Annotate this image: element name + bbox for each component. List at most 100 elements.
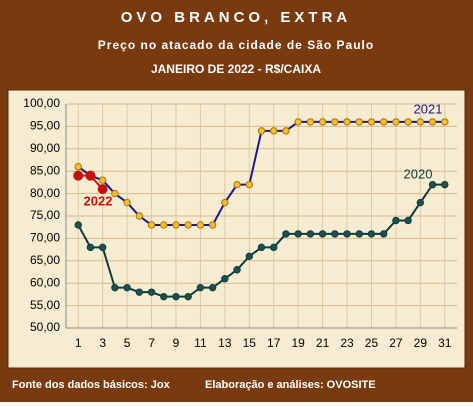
- data-point: [111, 283, 119, 292]
- data-point: [343, 230, 351, 238]
- x-tick-label: 1: [75, 336, 82, 350]
- x-tick-label: 29: [414, 336, 428, 350]
- data-point: [98, 243, 107, 252]
- y-tick-label: 90,00: [30, 141, 60, 155]
- data-point: [306, 118, 315, 126]
- series-label: 2021: [414, 101, 443, 116]
- data-point: [355, 230, 363, 238]
- data-point: [270, 127, 278, 135]
- data-point: [147, 221, 156, 229]
- x-tick-label: 11: [194, 336, 207, 350]
- data-point: [379, 230, 388, 238]
- data-point: [294, 118, 302, 126]
- data-point: [196, 221, 205, 229]
- data-point: [233, 180, 241, 189]
- y-tick-label: 85,00: [30, 163, 60, 177]
- data-point: [428, 118, 437, 126]
- chart-subtitle: Preço no atacado da cidade de São Paulo: [98, 38, 374, 52]
- data-point: [441, 118, 449, 126]
- x-tick-label: 19: [291, 336, 305, 350]
- data-point: [184, 221, 192, 229]
- data-point: [392, 216, 400, 225]
- y-tick-label: 75,00: [30, 208, 60, 222]
- data-point: [416, 118, 425, 126]
- source-note: Fonte dos dados básicos: Jox: [12, 379, 171, 391]
- data-point: [343, 118, 351, 126]
- x-tick-label: 15: [243, 336, 257, 350]
- data-point: [147, 288, 156, 296]
- data-point: [85, 170, 96, 181]
- data-point: [97, 184, 108, 195]
- y-tick-label: 60,00: [30, 275, 60, 289]
- data-point: [160, 292, 168, 301]
- data-point: [111, 189, 119, 198]
- data-point: [257, 127, 266, 135]
- data-point: [404, 216, 412, 225]
- data-point: [221, 198, 229, 207]
- y-tick-label: 100,00: [23, 96, 60, 110]
- data-point: [208, 283, 217, 292]
- data-point: [404, 118, 412, 126]
- data-point: [355, 118, 363, 126]
- data-point: [221, 275, 229, 283]
- y-tick-label: 50,00: [30, 320, 60, 334]
- data-point: [294, 230, 302, 238]
- data-point: [282, 230, 290, 238]
- data-point: [208, 221, 217, 229]
- chart-title: OVO BRANCO, EXTRA: [121, 9, 352, 26]
- data-point: [74, 221, 82, 229]
- y-tick-label: 70,00: [30, 231, 60, 245]
- x-tick-label: 3: [99, 336, 106, 350]
- data-point: [331, 230, 339, 238]
- data-point: [318, 118, 327, 126]
- x-tick-label: 31: [438, 336, 452, 350]
- y-tick-label: 65,00: [30, 253, 60, 267]
- data-point: [172, 292, 180, 301]
- x-tick-label: 21: [316, 336, 330, 350]
- data-point: [184, 292, 192, 301]
- data-point: [135, 212, 144, 220]
- data-point: [74, 163, 82, 171]
- y-tick-label: 55,00: [30, 298, 60, 312]
- data-point: [86, 243, 95, 252]
- x-tick-label: 9: [173, 336, 180, 350]
- data-point: [233, 266, 241, 274]
- data-point: [135, 288, 144, 296]
- data-point: [367, 118, 376, 126]
- data-point: [160, 221, 168, 229]
- chart-period: JANEIRO DE 2022 - R$/CAIXA: [151, 62, 321, 76]
- data-point: [123, 198, 131, 207]
- series-label: 2022: [84, 193, 113, 208]
- data-point: [245, 180, 253, 189]
- data-point: [331, 118, 339, 126]
- y-tick-label: 80,00: [30, 186, 60, 200]
- x-tick-label: 7: [148, 336, 155, 350]
- x-tick-label: 25: [365, 336, 379, 350]
- x-tick-label: 5: [124, 336, 131, 350]
- data-point: [392, 118, 400, 126]
- data-point: [367, 230, 376, 238]
- x-tick-label: 17: [267, 336, 281, 350]
- x-tick-label: 27: [389, 336, 403, 350]
- data-point: [257, 243, 266, 252]
- series-label: 2020: [404, 166, 433, 181]
- data-point: [245, 252, 253, 261]
- x-tick-label: 23: [340, 336, 354, 350]
- data-point: [172, 221, 180, 229]
- data-point: [441, 180, 449, 189]
- x-tick-label: 13: [218, 336, 232, 350]
- data-point: [282, 127, 290, 135]
- data-point: [416, 198, 425, 207]
- data-point: [196, 283, 205, 292]
- data-point: [318, 230, 327, 238]
- data-point: [306, 230, 315, 238]
- data-point: [379, 118, 388, 126]
- data-point: [98, 176, 107, 184]
- data-point: [428, 180, 437, 189]
- credits-note: Elaboração e análises: OVOSITE: [205, 379, 376, 391]
- data-point: [270, 243, 278, 252]
- plot-background: [7, 89, 466, 369]
- data-point: [73, 170, 84, 181]
- data-point: [123, 283, 131, 292]
